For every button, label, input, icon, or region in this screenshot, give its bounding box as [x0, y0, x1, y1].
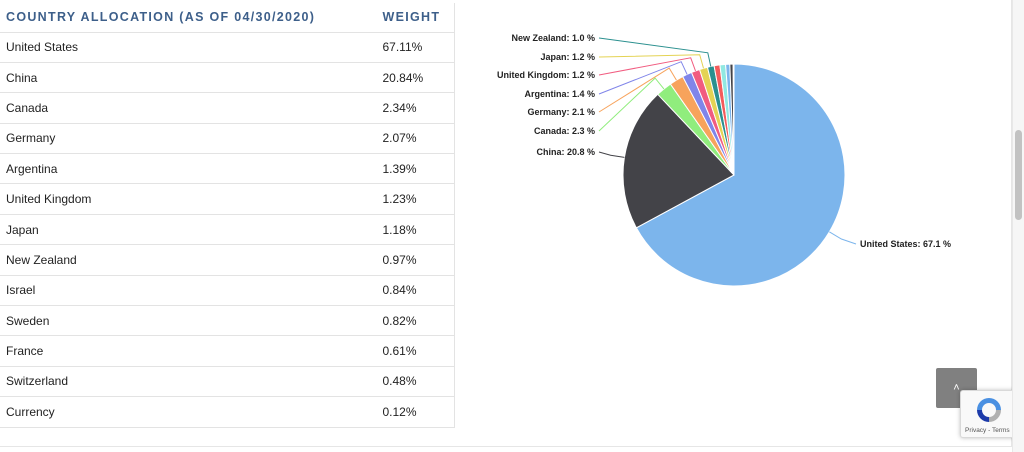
country-allocation-pie-chart: United States: 67.1 % China: 20.8 % Canada… — [497, 33, 951, 287]
weight-cell: 0.48% — [382, 366, 455, 398]
country-cell: Currency — [0, 396, 383, 428]
weight-cell: 2.07% — [382, 123, 455, 155]
weight-cell: 67.11% — [382, 32, 455, 63]
pie-label-united-kingdom: United Kingdom: 1.2 % — [497, 70, 595, 80]
country-cell: Japan — [0, 214, 383, 246]
pie-label-canada: Canada: 2.3 % — [534, 126, 595, 136]
pie-connector-united-kingdom — [598, 57, 696, 76]
table-row: Japan 1.18% — [0, 214, 455, 246]
scrollbar-thumb[interactable] — [1015, 130, 1022, 220]
pie-label-japan: Japan: 1.2 % — [540, 52, 595, 62]
country-cell: China — [0, 62, 383, 94]
country-column-header: COUNTRY ALLOCATION (AS OF 04/30/2020) — [0, 3, 383, 33]
pie-connector-canada — [598, 77, 665, 132]
pie-slice-china[interactable] — [622, 93, 735, 229]
table-header-row: COUNTRY ALLOCATION (AS OF 04/30/2020) WE… — [0, 3, 455, 33]
table-row: Switzerland 0.48% — [0, 366, 455, 398]
weight-cell: 0.12% — [382, 396, 455, 428]
content-frame — [0, 0, 1012, 447]
table-row: Currency 0.12% — [0, 396, 455, 428]
pie-label-united-states: United States: 67.1 % — [860, 239, 951, 249]
pie-slice-currency[interactable] — [732, 63, 735, 176]
country-cell: United States — [0, 32, 383, 63]
table-row: Canada 2.34% — [0, 92, 455, 124]
country-cell: Germany — [0, 123, 383, 155]
table-row: France 0.61% — [0, 335, 455, 367]
weight-cell: 0.97% — [382, 244, 455, 276]
pie-label-argentina: Argentina: 1.4 % — [524, 89, 595, 99]
table-row: Sweden 0.82% — [0, 305, 455, 337]
weight-cell: 1.23% — [382, 183, 455, 215]
weight-cell: 0.84% — [382, 275, 455, 307]
country-cell: France — [0, 335, 383, 367]
country-cell: Canada — [0, 92, 383, 124]
weight-column-header: WEIGHT — [382, 3, 455, 33]
weight-cell: 1.18% — [382, 214, 455, 246]
country-cell: Switzerland — [0, 366, 383, 398]
country-cell: New Zealand — [0, 244, 383, 276]
table-row: China 20.84% — [0, 62, 455, 94]
pie-connector-argentina — [598, 61, 688, 95]
table-row: Israel 0.84% — [0, 275, 455, 307]
pie-connector-united-states — [829, 231, 857, 245]
table-row: New Zealand 0.97% — [0, 244, 455, 276]
weight-cell: 0.82% — [382, 305, 455, 337]
table-row: Argentina 1.39% — [0, 153, 455, 185]
weight-cell: 0.61% — [382, 335, 455, 367]
table-body: United States 67.11% China 20.84% Canada 2.34… — [0, 32, 455, 428]
weight-cell: 20.84% — [382, 62, 455, 94]
country-cell: Israel — [0, 275, 383, 307]
page-scrollbar[interactable] — [1012, 0, 1024, 452]
pie-label-germany: Germany: 2.1 % — [527, 107, 595, 117]
recaptcha-terms-link[interactable]: Privacy - Terms — [965, 427, 1010, 434]
table-row: United States 67.11% — [0, 32, 455, 63]
country-cell: Argentina — [0, 153, 383, 185]
pie-label-china: China: 20.8 % — [536, 147, 595, 157]
weight-cell: 2.34% — [382, 92, 455, 124]
weight-cell: 1.39% — [382, 153, 455, 185]
pie-connector-germany — [598, 67, 677, 113]
table-row: Germany 2.07% — [0, 123, 455, 155]
recaptcha-icon — [977, 398, 1001, 422]
country-cell: Sweden — [0, 305, 383, 337]
pie-connector-japan — [598, 54, 704, 69]
country-allocation-table: COUNTRY ALLOCATION (AS OF 04/30/2020) WE… — [0, 3, 455, 428]
pie-connector-new-zealand — [598, 37, 712, 67]
table-row: United Kingdom 1.23% — [0, 183, 455, 215]
pie-label-new-zealand: New Zealand: 1.0 % — [511, 33, 595, 43]
pie-connector-china — [598, 151, 625, 158]
country-cell: United Kingdom — [0, 183, 383, 215]
